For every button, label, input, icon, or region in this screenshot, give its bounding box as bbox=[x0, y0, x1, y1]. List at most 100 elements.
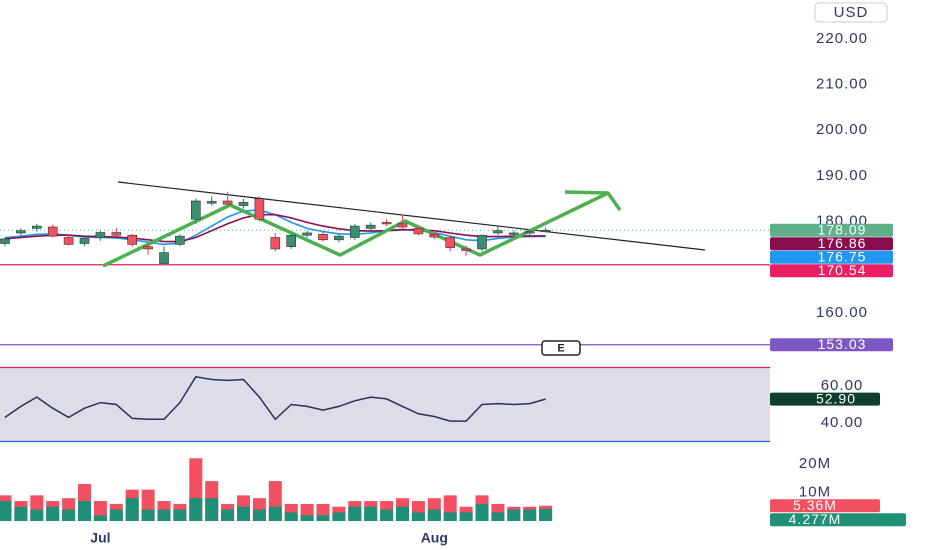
price-badge-label: 170.54 bbox=[818, 262, 867, 278]
candle-body bbox=[16, 230, 26, 234]
volume-bar bbox=[173, 509, 187, 521]
candle-body bbox=[191, 200, 201, 220]
candle-body bbox=[286, 234, 297, 247]
volume-bar bbox=[125, 498, 139, 521]
volume-bar bbox=[268, 506, 282, 521]
volume-bar bbox=[93, 515, 107, 521]
foreground-layer: 160.00180.00190.00200.00210.00220.00178.… bbox=[0, 30, 906, 546]
moving-average-line bbox=[4, 213, 546, 243]
price-badge bbox=[770, 338, 893, 352]
y-tick-label: 210.00 bbox=[816, 75, 868, 92]
volume-bar bbox=[380, 509, 394, 521]
candle-body bbox=[31, 225, 42, 229]
currency-box[interactable] bbox=[814, 2, 888, 23]
background-layer bbox=[0, 209, 770, 443]
volume-bar bbox=[443, 512, 457, 521]
volume-bar bbox=[523, 509, 537, 521]
zigzag-drawing bbox=[102, 191, 609, 268]
volume-bar bbox=[475, 503, 489, 521]
price-badge bbox=[770, 264, 893, 278]
candle-body bbox=[493, 230, 503, 234]
candle-body bbox=[159, 252, 169, 264]
price-badge-label: 176.75 bbox=[818, 248, 867, 264]
rsi-band bbox=[0, 367, 770, 442]
y-tick-label: 160.00 bbox=[816, 304, 868, 321]
candle-body bbox=[508, 232, 519, 235]
candle-body bbox=[318, 234, 328, 241]
volume-bar bbox=[300, 515, 314, 521]
rsi-badge-label: 52.90 bbox=[816, 390, 856, 406]
candle-body bbox=[175, 235, 185, 245]
candle-body bbox=[413, 228, 424, 235]
candle-body bbox=[445, 237, 456, 248]
volume-bar bbox=[411, 512, 425, 521]
volume-tick-label: 20M bbox=[799, 455, 831, 472]
candle-body bbox=[397, 223, 408, 228]
y-tick-label: 200.00 bbox=[816, 121, 868, 138]
earnings-box[interactable] bbox=[541, 340, 581, 356]
volume-bar bbox=[237, 506, 250, 521]
candle-body bbox=[302, 232, 312, 236]
candle-body bbox=[524, 231, 535, 234]
candle-body bbox=[0, 238, 10, 244]
volume-bar bbox=[316, 515, 330, 521]
volume-bar bbox=[539, 508, 553, 521]
rsi-badge bbox=[770, 392, 880, 406]
candle-body bbox=[429, 234, 440, 238]
volume-bar bbox=[396, 506, 409, 521]
rsi-tick-label: 60.00 bbox=[821, 377, 864, 394]
volume-bar bbox=[205, 498, 219, 521]
earnings-label: E bbox=[557, 342, 564, 354]
volume-bar bbox=[0, 501, 12, 521]
rsi-line bbox=[4, 375, 546, 422]
candle-body bbox=[270, 237, 281, 250]
candle-body bbox=[95, 232, 106, 238]
candle-body bbox=[461, 248, 471, 251]
volume-bar bbox=[30, 509, 44, 521]
volume-bar bbox=[332, 512, 346, 521]
volume-bar bbox=[221, 509, 235, 521]
price-badge-label: 176.86 bbox=[818, 235, 867, 251]
rsi-tick-label: 40.00 bbox=[821, 414, 864, 431]
zigzag-arrowhead bbox=[564, 190, 622, 212]
volume-badge-label: 5.36M bbox=[793, 497, 837, 513]
volume-bar bbox=[459, 512, 473, 521]
volume-bar bbox=[364, 506, 378, 521]
volume-badge-label: 4.277M bbox=[789, 511, 842, 527]
volume-bar bbox=[284, 512, 298, 521]
volume-bar bbox=[157, 509, 171, 521]
y-tick-label: 220.00 bbox=[816, 30, 868, 47]
candle-body bbox=[111, 232, 122, 236]
price-badge-label: 178.09 bbox=[818, 221, 867, 237]
currency-label: USD bbox=[834, 4, 869, 21]
volume-badge bbox=[770, 513, 906, 527]
volume-bar bbox=[46, 506, 60, 521]
candle-body bbox=[79, 238, 90, 244]
candle-body bbox=[238, 202, 249, 206]
candle-body bbox=[477, 234, 487, 250]
volume-bar bbox=[491, 512, 505, 521]
price-badge bbox=[770, 250, 893, 264]
volume-bar bbox=[78, 501, 91, 521]
candle-body bbox=[540, 229, 551, 233]
volume-bar bbox=[14, 506, 28, 521]
candle-body bbox=[47, 226, 58, 237]
candle-body bbox=[365, 224, 376, 229]
volume-bar bbox=[348, 506, 362, 521]
volume-bar bbox=[62, 509, 76, 521]
x-tick-label: Aug bbox=[421, 530, 448, 546]
volume-badge bbox=[770, 499, 880, 513]
volume-bar bbox=[189, 498, 203, 521]
price-badge-label: 153.03 bbox=[818, 336, 867, 352]
candle-body bbox=[127, 234, 137, 245]
candle-body bbox=[143, 246, 153, 250]
candle-body bbox=[254, 198, 265, 220]
x-tick-label: Jul bbox=[90, 530, 110, 546]
candle-body bbox=[334, 235, 344, 241]
candle-body bbox=[381, 222, 392, 225]
volume-bar bbox=[252, 509, 266, 521]
candle-body bbox=[206, 201, 217, 204]
y-tick-label: 190.00 bbox=[816, 167, 868, 184]
volume-bar bbox=[141, 509, 155, 521]
